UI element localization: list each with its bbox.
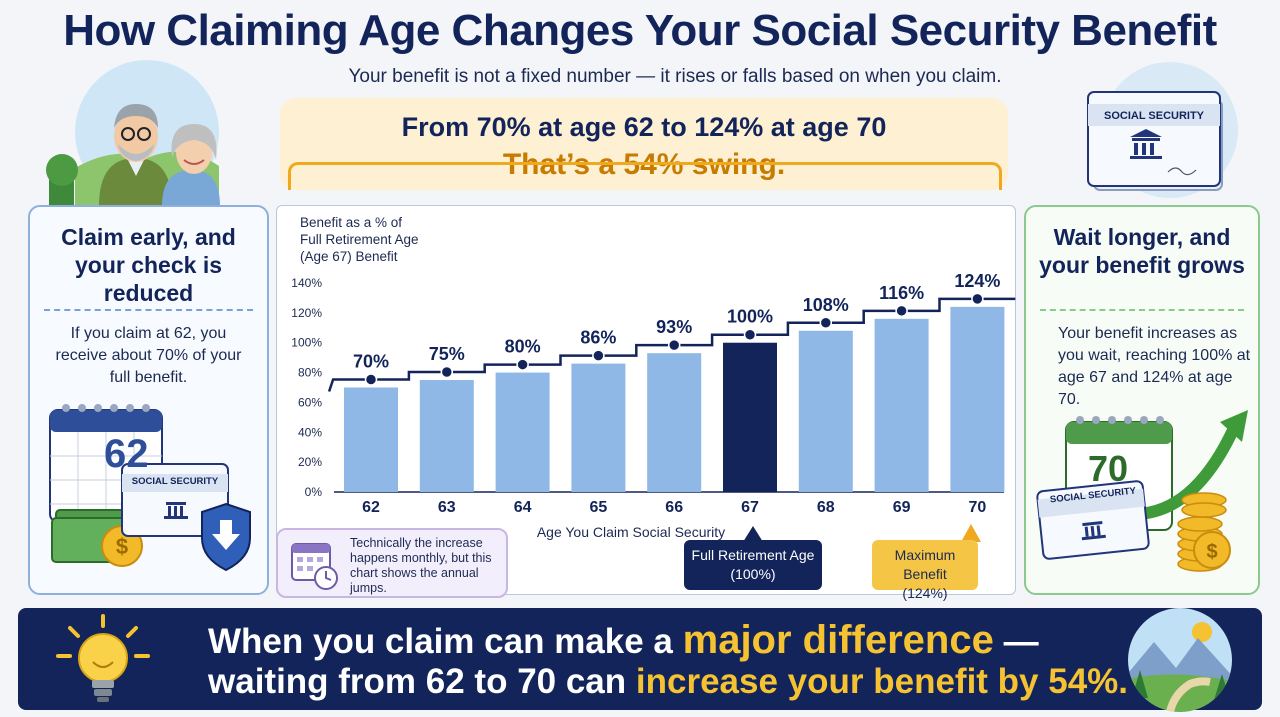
x-tick-label: 62 [362,499,380,516]
highlight-bracket [288,162,1002,190]
x-axis-label: Age You Claim Social Security [537,524,725,540]
x-tick-label: 63 [438,499,456,516]
data-label: 75% [429,344,465,364]
bar-age-66 [647,353,702,492]
panel-divider [44,309,253,311]
y-tick-label: 40% [298,425,322,439]
y-axis-label: (Age 67) Benefit [300,249,398,264]
wait-longer-heading: Wait longer, and your benefit grows [1039,224,1245,278]
x-tick-label: 69 [893,499,911,516]
full-retirement-age-callout: Full Retirement Age (100%) [684,540,822,590]
data-label: 86% [580,328,616,348]
data-point [364,373,378,386]
max-callout-pointer [961,524,981,542]
y-tick-label: 20% [298,455,322,469]
claim-early-body: If you claim at 62, you receive about 70… [55,325,242,386]
bar-age-68 [798,330,853,492]
banner-line-2-a: waiting from 62 to 70 can [208,662,636,701]
social-security-card-illustration [1087,62,1238,198]
data-label: 80% [505,337,541,357]
page-subtitle: Your benefit is not a fixed number — it … [348,66,1002,87]
page-title: How Claiming Age Changes Your Social Sec… [63,6,1217,55]
fra-callout-line2: (100%) [730,566,776,582]
bar-age-64 [495,372,550,492]
x-tick-label: 64 [514,499,532,516]
fra-callout-pointer [743,526,763,542]
bar-age-62 [344,387,398,492]
landscape-icon [1128,608,1232,712]
y-tick-label: 0% [305,485,323,499]
step-line [327,297,1016,392]
x-tick-label: 65 [590,499,608,516]
calendar-number-70: 70 [1088,448,1129,489]
bar-age-65 [571,363,626,492]
y-axis-label: Full Retirement Age [300,232,419,247]
panel-divider [1040,309,1244,311]
banner-line-1: When you claim can make a major differen… [208,618,1039,663]
x-tick-label: 67 [741,499,759,516]
data-label: 116% [879,283,924,303]
banner-major-difference: major difference [682,618,994,662]
y-tick-label: 60% [298,395,322,409]
data-label: 124% [954,271,1000,291]
highlight-range-text: From 70% at age 62 to 124% at age 70 [401,112,887,142]
banner-line-2: waiting from 62 to 70 can increase your … [208,662,1128,702]
data-label: 108% [803,295,849,315]
banner-increase-benefit: increase your benefit by 54%. [635,662,1129,701]
svg-text:$: $ [116,534,128,559]
data-point [516,358,529,371]
bar-age-69 [874,318,929,492]
left-card-label: SOCIAL SECURITY [131,476,219,487]
banner-line-1-c: — [993,622,1039,661]
x-tick-label: 66 [665,499,683,516]
note-text: Technically the increase happens monthly… [350,536,492,595]
monthly-increase-note: Technically the increase happens monthly… [276,528,508,598]
data-point [592,349,605,362]
retired-couple-illustration [46,60,220,206]
data-point [743,328,757,341]
top-card-label: SOCIAL SECURITY [1103,110,1205,122]
max-callout-line1: Maximum Benefit [894,547,956,582]
calendar-coins-arrow-illustration: $ [1036,410,1248,572]
data-point [971,292,984,306]
lightbulb-icon [56,614,150,702]
svg-text:$: $ [1206,541,1217,563]
calendar-money-shield-illustration: $ [49,404,251,572]
data-label: 100% [727,307,773,327]
benefit-bar-chart: Benefit as a % of Full Retirement Age (Age… [291,215,1016,540]
y-tick-label: 100% [291,336,322,350]
x-tick-label: 68 [817,499,835,516]
max-callout-line2: (124%) [902,585,948,601]
data-point [440,365,454,379]
data-label: 93% [656,317,692,337]
y-tick-label: 120% [291,306,322,320]
y-axis-label: Benefit as a % of [300,215,402,230]
banner-line-1-a: When you claim can make a [208,622,683,661]
fra-callout-line1: Full Retirement Age [691,547,815,563]
wait-longer-body: Your benefit increases as you wait, reac… [1058,325,1251,408]
data-point [819,316,833,330]
maximum-benefit-callout: Maximum Benefit (124%) [872,540,978,601]
calendar-number-62: 62 [104,432,149,476]
y-tick-label: 80% [298,366,322,380]
data-point [667,338,681,352]
bar-age-63 [419,380,474,492]
bar-age-67 [723,342,777,492]
y-tick-label: 140% [291,276,322,290]
bar-age-70 [950,306,1005,492]
data-label: 70% [353,352,389,372]
x-tick-label: 70 [969,499,987,516]
calendar-clock-icon [291,543,338,590]
bottom-banner: When you claim can make a major differen… [18,608,1262,712]
claim-early-heading: Claim early, and your check is reduced [61,224,236,306]
data-point [895,304,908,318]
